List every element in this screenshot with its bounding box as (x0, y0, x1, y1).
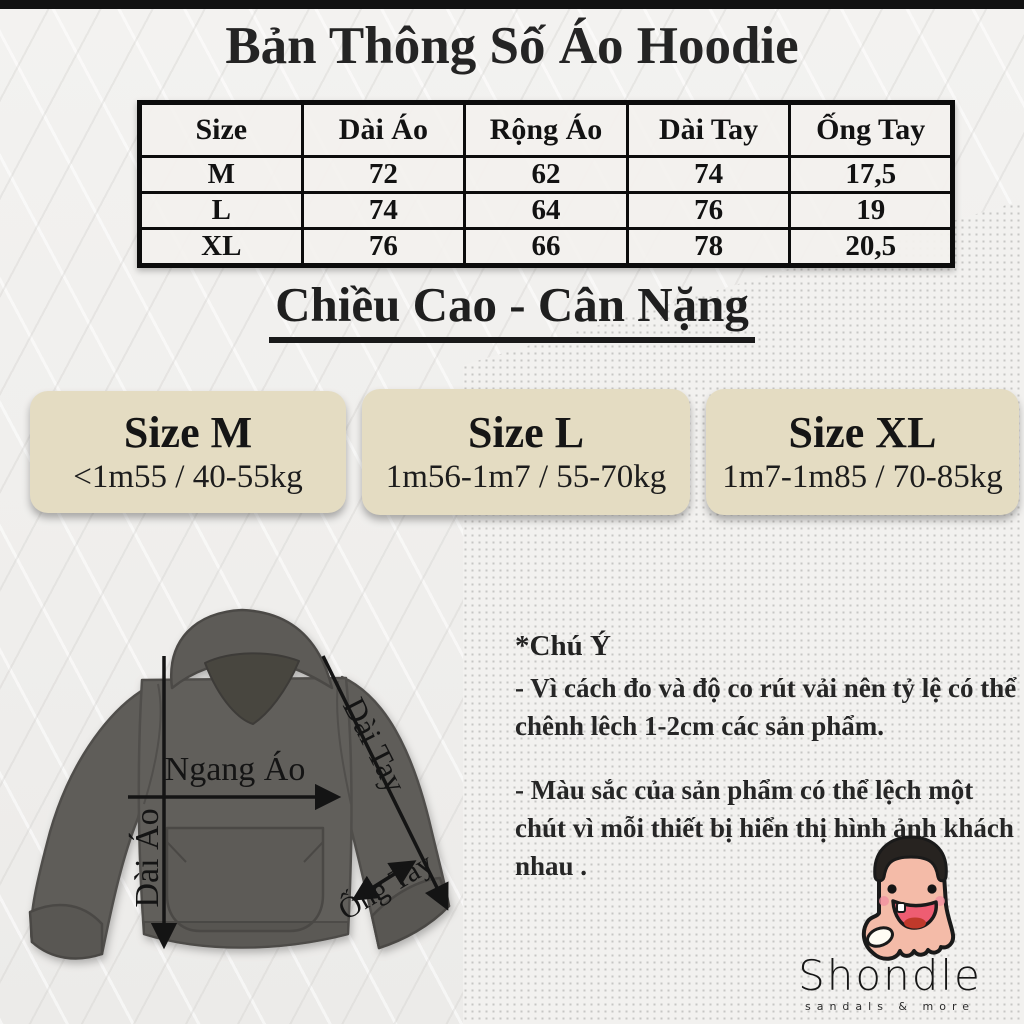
page-title: Bản Thông Số Áo Hoodie (225, 17, 799, 75)
note-item: - Màu sắc của sản phẩm có thể lệch một c… (515, 775, 1014, 881)
cuff-arrow (351, 860, 417, 901)
cell-value: 72 (300, 155, 467, 194)
hoodie-diagram-illustration (28, 608, 451, 960)
size-m-range: <1m55 / 40-55kg (73, 459, 303, 496)
cell-value: 20,5 (788, 227, 954, 267)
brand-mascot-foot-icon (861, 835, 956, 961)
cell-size: L (138, 191, 304, 230)
brand-tagline: sandals & more (804, 1000, 976, 1013)
cell-value: 19 (788, 191, 954, 230)
cell-value: 17,5 (788, 155, 954, 194)
size-m-box: Size M <1m55 / 40-55kg (30, 391, 346, 513)
table-header-row: Size Dài Áo Rộng Áo Dài Tay Ống Tay (138, 101, 954, 158)
cell-value: 76 (625, 191, 792, 230)
size-xl-box: Size XL 1m7-1m85 / 70-85kg (706, 389, 1019, 515)
column-header-dai-ao: Dài Áo (300, 101, 467, 158)
brand-name: Shondle (798, 951, 982, 1000)
top-black-strip (0, 0, 1024, 9)
sleeve-length-arrow (321, 655, 449, 911)
note-item: - Vì cách đo và độ co rút vải nên tỷ lệ … (515, 673, 1017, 741)
cell-value: 66 (463, 227, 629, 267)
size-l-box: Size L 1m56-1m7 / 55-70kg (362, 389, 690, 515)
size-xl-range: 1m7-1m85 / 70-85kg (722, 459, 1003, 496)
cell-value: 64 (463, 191, 629, 230)
cell-value: 62 (463, 155, 629, 194)
notes-heading: *Chú Ý (515, 630, 611, 662)
cell-size: XL (138, 227, 304, 267)
size-spec-table: Size Dài Áo Rộng Áo Dài Tay Ống Tay M 72… (137, 100, 955, 268)
cell-value: 76 (300, 227, 467, 267)
height-weight-heading: Chiều Cao - Cân Nặng (269, 276, 755, 343)
column-header-size: Size (138, 101, 304, 158)
table-row: XL 76 66 78 20,5 (138, 227, 954, 267)
size-l-range: 1m56-1m7 / 55-70kg (385, 459, 667, 496)
cell-size: M (138, 155, 304, 194)
column-header-dai-tay: Dài Tay (625, 101, 792, 158)
section-heading-wrap: Chiều Cao - Cân Nặng (0, 276, 1024, 343)
cell-value: 74 (300, 191, 467, 230)
table-row: M 72 62 74 17,5 (138, 155, 954, 194)
cell-value: 78 (625, 227, 792, 267)
measurement-arrows (128, 655, 449, 950)
notes-block: *Chú Ý - Vì cách đo và độ co rút vải nên… (515, 630, 1021, 885)
size-m-label: Size M (123, 407, 253, 457)
column-header-ong-tay: Ống Tay (788, 101, 954, 158)
column-header-rong-ao: Rộng Áo (463, 101, 629, 158)
cell-value: 74 (625, 155, 792, 194)
hoodie-shape (28, 608, 451, 960)
table-row: L 74 64 76 19 (138, 191, 954, 230)
size-xl-label: Size XL (788, 407, 937, 457)
size-l-label: Size L (467, 407, 585, 457)
